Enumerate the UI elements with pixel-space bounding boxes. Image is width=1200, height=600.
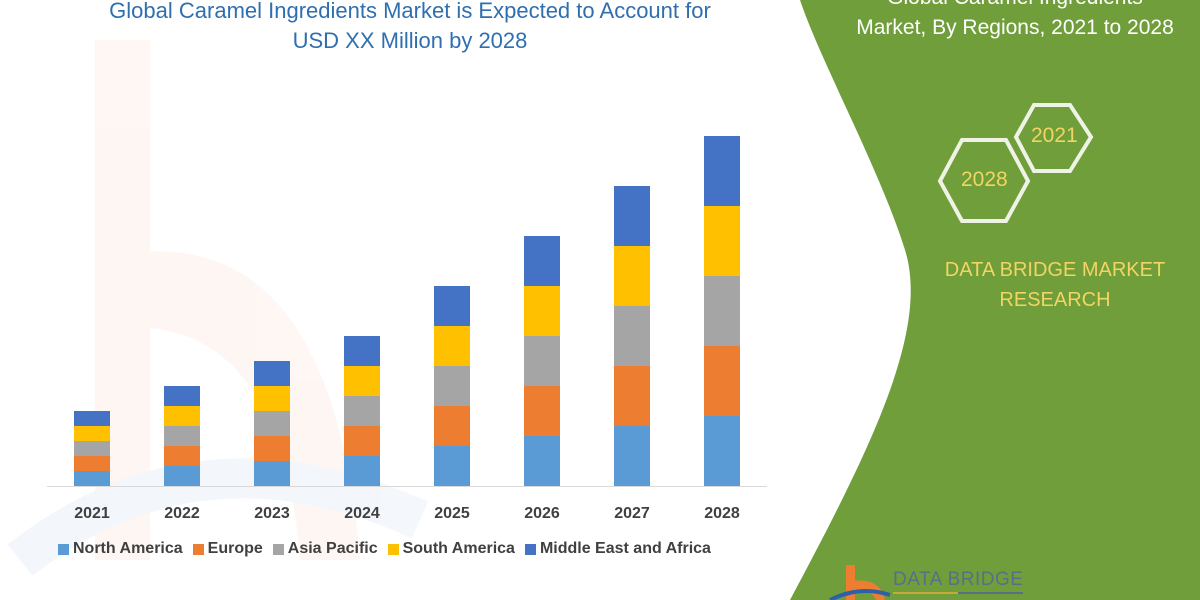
legend-swatch xyxy=(192,543,204,555)
bar-segment-2022-asia-pacific xyxy=(164,426,200,446)
logo-text: DATA BRIDGE xyxy=(893,569,1024,590)
watermark-logo xyxy=(7,40,429,576)
legend-item: Middle East and Africa xyxy=(524,540,711,558)
side-title-line-2: Market, By Regions, 2021 to 2028 xyxy=(856,16,1174,39)
legend-item: Europe xyxy=(192,540,263,558)
bar-segment-2023-europe xyxy=(254,436,290,461)
bar-segment-2021-middle-east-and-africa xyxy=(74,411,110,426)
bar-segment-2028-south-america xyxy=(704,206,740,276)
hexagon-2028 xyxy=(937,138,1031,223)
bar-segment-2026-south-america xyxy=(524,286,560,336)
legend-label: Middle East and Africa xyxy=(539,540,711,557)
bar-segment-2027-south-america xyxy=(614,246,650,306)
legend-item: Asia Pacific xyxy=(272,540,378,558)
bar-segment-2026-asia-pacific xyxy=(524,336,560,386)
x-tick-label: 2028 xyxy=(704,505,740,522)
bar-segment-2025-middle-east-and-africa xyxy=(434,286,470,326)
legend-item: North America xyxy=(58,540,183,558)
title-line-2: USD XX Million by 2028 xyxy=(292,28,528,53)
chart-title: Global Caramel Ingredients Market is Exp… xyxy=(60,0,760,56)
legend-swatch xyxy=(58,543,69,555)
bar-segment-2024-north-america xyxy=(344,456,380,486)
bar-segment-2026-europe xyxy=(524,386,560,436)
bar-segment-2021-asia-pacific xyxy=(74,441,110,456)
legend: North America Europe Asia Pacific South Ame… xyxy=(58,540,711,558)
bar-segment-2025-south-america xyxy=(434,326,470,366)
brand-line-2: RESEARCH xyxy=(999,289,1111,311)
x-tick-label: 2024 xyxy=(344,505,380,522)
side-title-line-1: Global Caramel Ingredients xyxy=(830,0,1200,13)
hexagon-2021 xyxy=(1013,103,1094,173)
bar-segment-2023-south-america xyxy=(254,386,290,411)
legend-label: South America xyxy=(402,540,515,557)
brand-text: DATA BRIDGE MARKET RESEARCH xyxy=(905,255,1200,315)
x-tick-label: 2023 xyxy=(254,505,290,522)
bar-segment-2024-europe xyxy=(344,426,380,456)
legend-swatch xyxy=(272,543,284,555)
bar-segment-2027-middle-east-and-africa xyxy=(614,186,650,246)
bar-segment-2024-asia-pacific xyxy=(344,396,380,426)
logo-icon xyxy=(829,565,1023,600)
bar-segment-2022-south-america xyxy=(164,406,200,426)
legend-label: North America xyxy=(73,540,183,557)
bar-segment-2026-middle-east-and-africa xyxy=(524,236,560,286)
bar-segment-2028-europe xyxy=(704,346,740,416)
bar-segment-2024-middle-east-and-africa xyxy=(344,336,380,366)
bar-segment-2025-europe xyxy=(434,406,470,446)
bar-segment-2028-asia-pacific xyxy=(704,276,740,346)
bar-segment-2023-north-america xyxy=(254,461,290,486)
legend-swatch xyxy=(524,543,536,555)
legend-swatch xyxy=(387,543,399,555)
hex-label-2021: 2021 xyxy=(1031,124,1078,147)
legend-label: Europe xyxy=(207,540,263,557)
bar-segment-2022-europe xyxy=(164,446,200,466)
bar-segment-2027-north-america xyxy=(614,426,650,486)
bar-segment-2023-asia-pacific xyxy=(254,411,290,436)
bar-segment-2027-asia-pacific xyxy=(614,306,650,366)
bar-segment-2024-south-america xyxy=(344,366,380,396)
bar-segment-2022-north-america xyxy=(164,466,200,486)
hex-label-2028: 2028 xyxy=(961,168,1008,191)
x-tick-label: 2027 xyxy=(614,505,650,522)
x-tick-label: 2021 xyxy=(74,505,110,522)
legend-label: Asia Pacific xyxy=(287,540,378,557)
green-side-panel xyxy=(790,0,1200,600)
bar-segment-2023-middle-east-and-africa xyxy=(254,361,290,386)
bar-segment-2028-middle-east-and-africa xyxy=(704,136,740,206)
side-panel-title: Global Caramel Ingredients Market, By Re… xyxy=(830,0,1200,43)
bar-segment-2021-south-america xyxy=(74,426,110,441)
title-line-1: Global Caramel Ingredients Market is Exp… xyxy=(109,0,711,23)
bar-segment-2025-asia-pacific xyxy=(434,366,470,406)
bar-segment-2021-north-america xyxy=(74,471,110,486)
bar-segment-2025-north-america xyxy=(434,446,470,486)
bar-segment-2027-europe xyxy=(614,366,650,426)
bar-segment-2022-middle-east-and-africa xyxy=(164,386,200,406)
stacked-bar-chart: 2021 2022 2023 2024 2025 2026 2027 2028 xyxy=(47,136,767,522)
brand-line-1: DATA BRIDGE MARKET xyxy=(944,259,1166,281)
legend-item: South America xyxy=(387,540,515,558)
x-tick-label: 2022 xyxy=(164,505,200,522)
bar-segment-2021-europe xyxy=(74,456,110,471)
bar-segment-2026-north-america xyxy=(524,436,560,486)
x-tick-label: 2026 xyxy=(524,505,560,522)
bar-segment-2028-north-america xyxy=(704,416,740,486)
x-tick-label: 2025 xyxy=(434,505,470,522)
